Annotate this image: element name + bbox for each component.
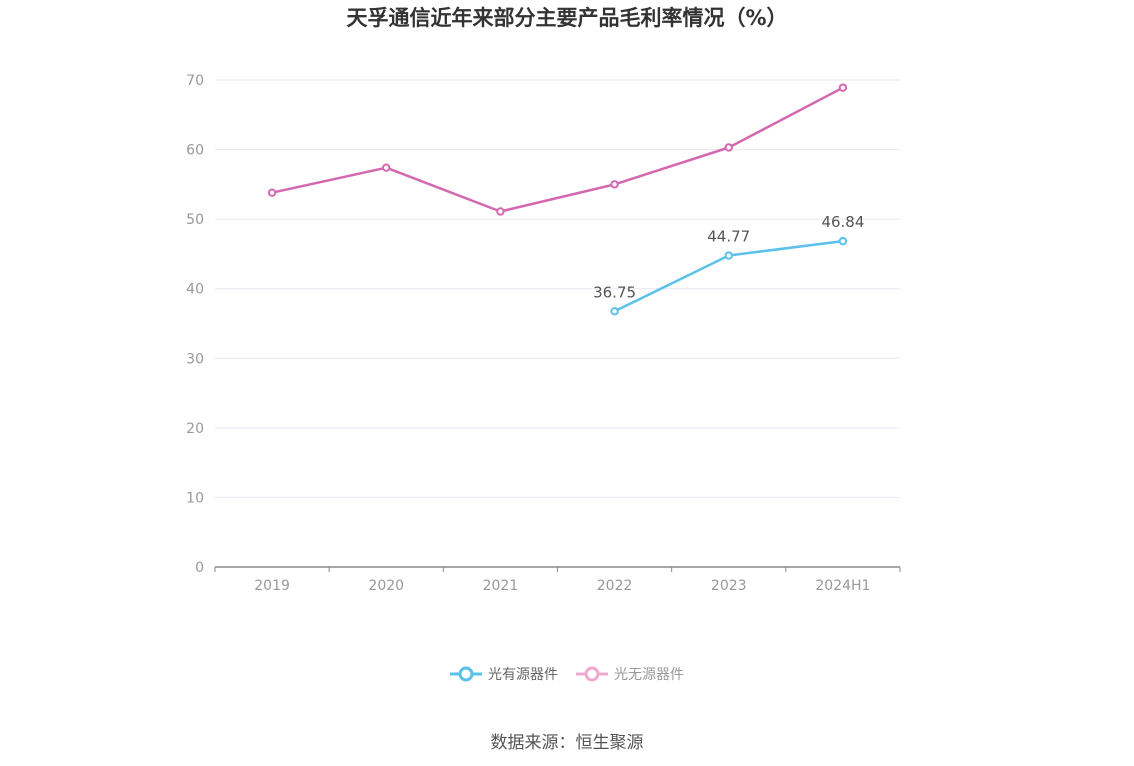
data-point (838, 83, 848, 92)
data-labels: 36.75 44.77 46.84 (593, 213, 864, 301)
y-tick-label: 50 (186, 212, 204, 228)
x-tick-label: 2021 (483, 578, 519, 594)
x-tick-label: 2024H1 (815, 578, 870, 594)
data-point (610, 180, 619, 189)
x-tick-label: 2023 (711, 578, 747, 594)
x-tick-label: 2020 (368, 578, 404, 594)
series-line (271, 86, 844, 213)
chart-title: 天孚通信近年来部分主要产品毛利率情况（%） (346, 6, 788, 30)
y-tick-label: 20 (186, 421, 204, 437)
y-tick-label: 10 (186, 490, 204, 506)
data-label: 36.75 (593, 283, 636, 301)
legend-label-active: 光有源器件 (488, 667, 558, 683)
line-chart: 0 10 20 30 40 50 60 70 2019 2020 2021 2022 2023 2024H… (186, 73, 901, 594)
legend: 光有源器件 光无源器件 (0, 664, 1134, 684)
data-point (838, 236, 848, 246)
data-point (267, 188, 277, 197)
y-tick-label: 70 (186, 73, 204, 89)
data-point (724, 143, 733, 152)
data-point (724, 251, 733, 260)
legend-swatch-passive-icon (576, 666, 608, 682)
axes: 0 10 20 30 40 50 60 70 2019 2020 2021 2022 2023 2024H… (186, 73, 901, 594)
series-layer (267, 83, 848, 316)
x-tick-label: 2019 (254, 578, 290, 594)
data-label: 46.84 (821, 213, 864, 231)
grid-lines (215, 79, 900, 498)
data-point (496, 207, 505, 216)
data-label: 44.77 (707, 228, 750, 246)
y-tick-label: 40 (186, 282, 204, 298)
y-tick-label: 0 (195, 560, 204, 576)
legend-swatch-active-icon (450, 666, 482, 682)
y-tick-label: 60 (186, 143, 204, 159)
x-tick-label: 2022 (597, 578, 633, 594)
legend-label-passive: 光无源器件 (614, 667, 684, 683)
legend-item-passive[interactable]: 光无源器件 (576, 664, 684, 684)
legend-item-active[interactable]: 光有源器件 (450, 664, 558, 684)
y-tick-label: 30 (186, 351, 204, 367)
data-point (610, 307, 619, 316)
data-point (382, 163, 391, 172)
data-source: 数据来源：恒生聚源 (490, 733, 644, 753)
